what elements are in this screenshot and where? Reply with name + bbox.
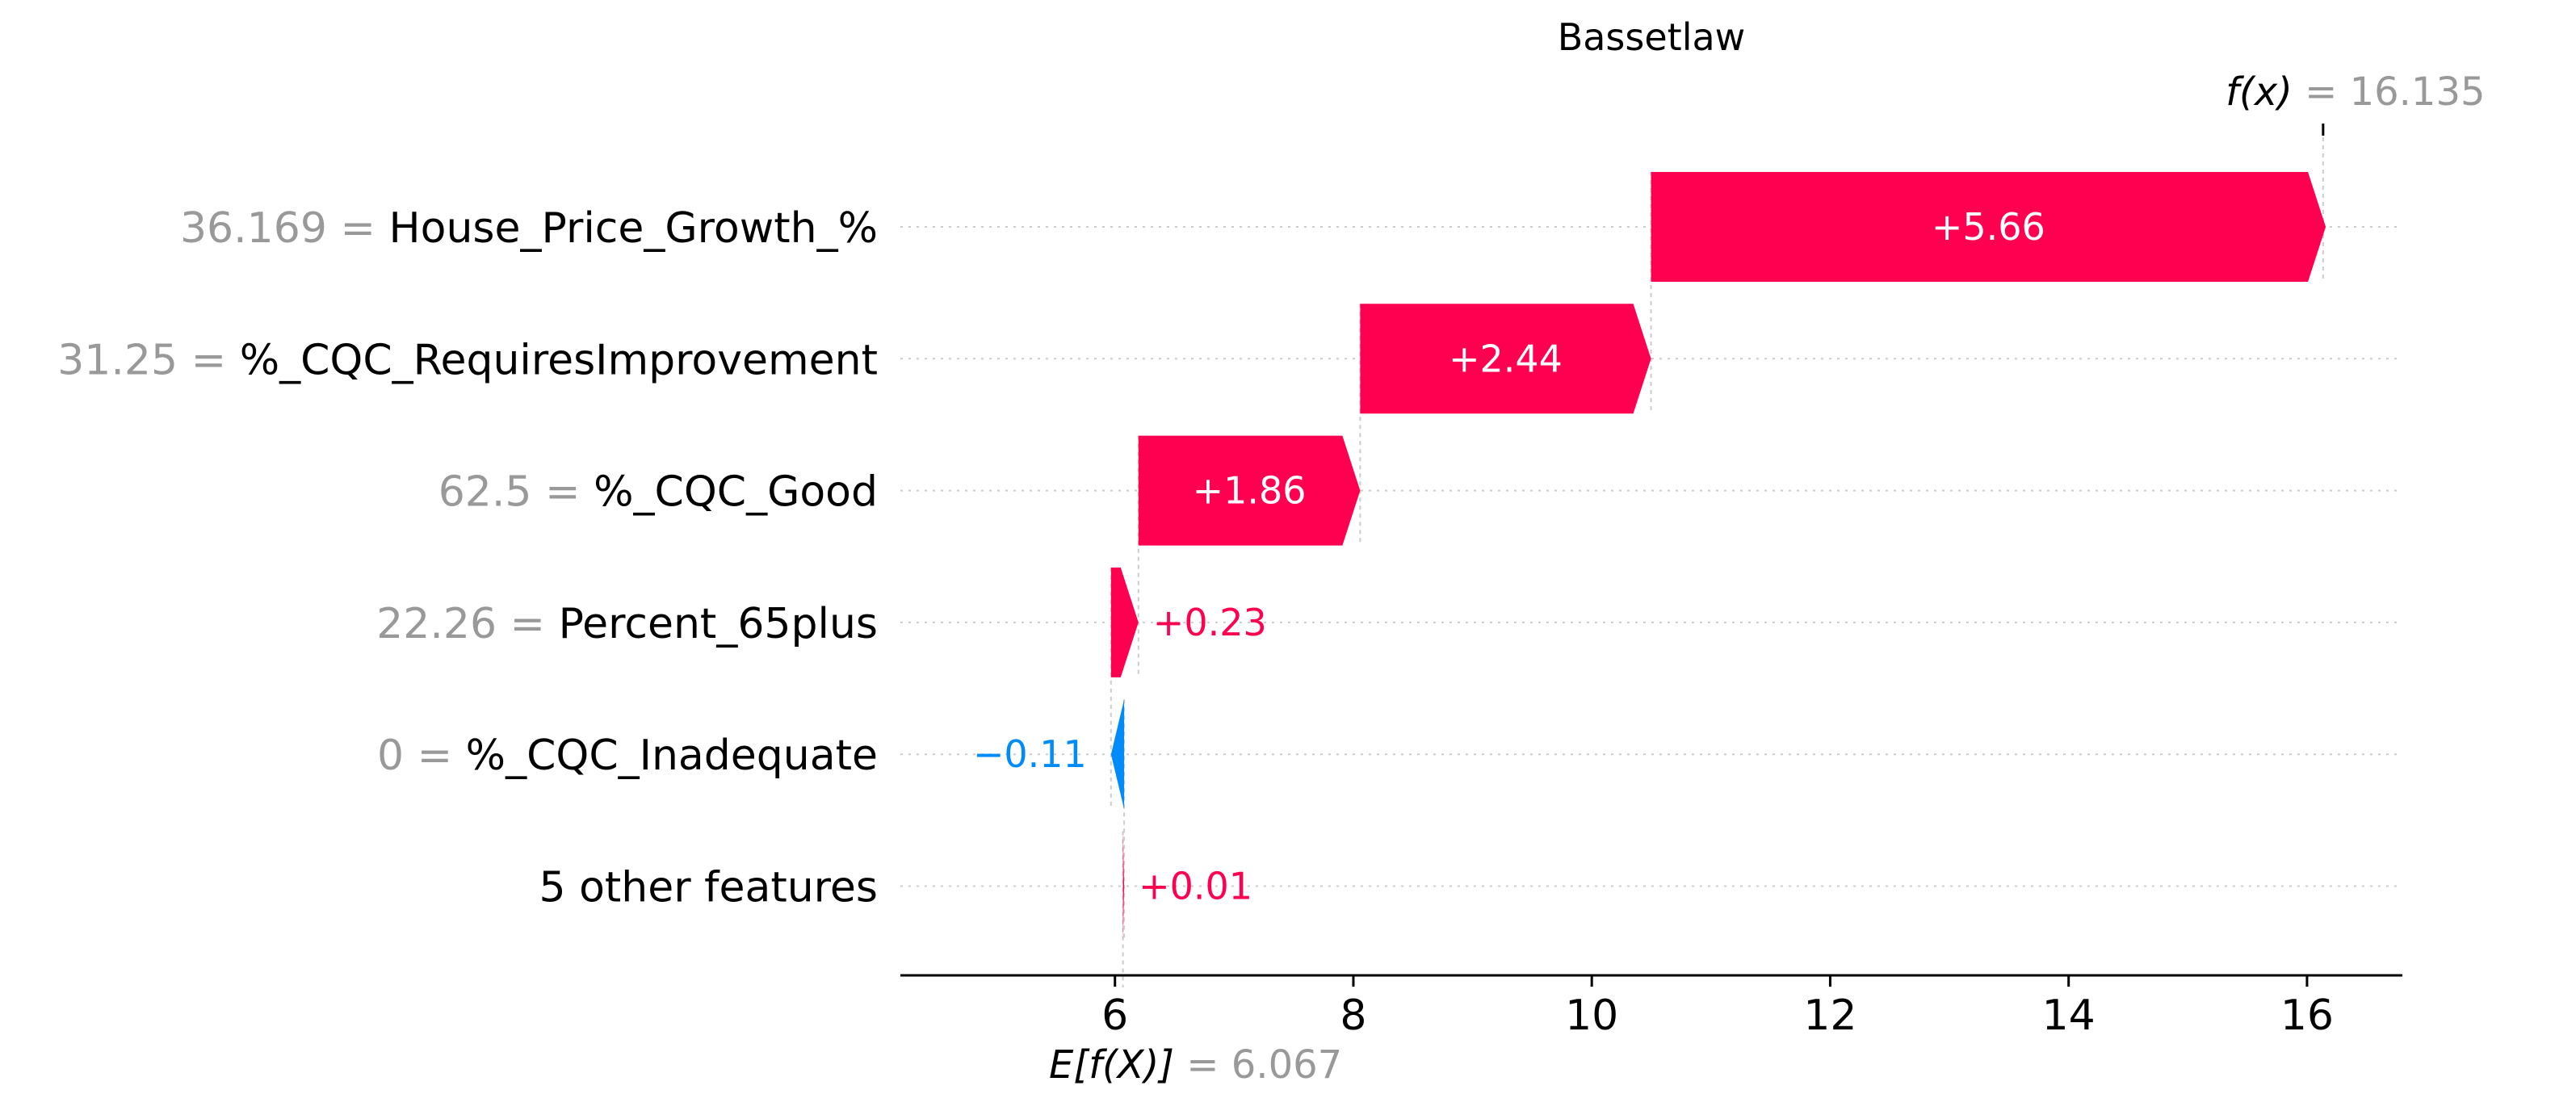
feature-label: 5 other features <box>539 864 878 912</box>
feature-value: 62.5 = <box>438 468 594 517</box>
output-value-label: f(x) = 16.135 <box>2226 69 2485 115</box>
contribution-bar <box>1138 435 1361 546</box>
x-tick-label: 12 <box>1803 992 1856 1040</box>
output-value-number: = 16.135 <box>2293 69 2486 115</box>
contribution-label: +1.86 <box>1193 469 1307 513</box>
feature-value: 22.26 = <box>376 600 559 648</box>
feature-label: 36.169 = House_Price_Growth_% <box>180 204 878 253</box>
feature-name: House_Price_Growth_% <box>389 204 878 253</box>
x-tick-label: 10 <box>1565 992 1618 1040</box>
contribution-label: +5.66 <box>1932 205 2045 249</box>
contribution-label: +2.44 <box>1449 337 1563 380</box>
feature-label: 31.25 = %_CQC_RequiresImprovement <box>57 336 878 384</box>
contribution-bar <box>1110 567 1139 677</box>
feature-name: %_CQC_RequiresImprovement <box>240 336 878 384</box>
base-value-number: = 6.067 <box>1174 1042 1342 1088</box>
feature-value: 0 = <box>377 732 466 780</box>
feature-label: 0 = %_CQC_Inadequate <box>377 732 878 780</box>
feature-name: 5 other features <box>539 864 878 912</box>
x-axis: 6 8 10 12 14 16 <box>900 974 2402 1040</box>
feature-name: Percent_65plus <box>559 600 878 648</box>
output-value-name: f(x) <box>2226 69 2293 115</box>
feature-value: 36.169 = <box>180 204 389 253</box>
x-tick-label: 16 <box>2280 992 2334 1040</box>
feature-name: %_CQC_Good <box>594 468 878 517</box>
contribution-bar <box>1651 172 2326 282</box>
contribution-bar <box>1122 831 1125 941</box>
feature-name: %_CQC_Inadequate <box>466 732 878 780</box>
x-tick-label: 14 <box>2042 992 2096 1040</box>
contribution-bar <box>1110 699 1125 810</box>
feature-labels: +5.66 36.169 = House_Price_Growth_% +2.44 3… <box>57 204 2045 912</box>
base-value-name: E[f(X)] <box>1049 1042 1174 1088</box>
contribution-bar <box>1360 304 1651 414</box>
feature-label: 22.26 = Percent_65plus <box>376 600 878 648</box>
contribution-label: +0.01 <box>1139 865 1252 908</box>
feature-label: 62.5 = %_CQC_Good <box>438 468 878 517</box>
contribution-bars <box>1110 172 2326 941</box>
feature-value: 31.25 = <box>57 336 240 384</box>
contribution-label: +0.23 <box>1153 601 1267 644</box>
x-tick-label: 8 <box>1340 992 1366 1040</box>
chart-title: Bassetlaw <box>1558 15 1746 59</box>
x-tick-label: 6 <box>1101 992 1128 1040</box>
contribution-label: −0.11 <box>973 732 1087 776</box>
value-markers: E[f(X)] = 6.067 f(x) = 16.135 <box>1049 69 2486 1088</box>
base-value-label: E[f(X)] = 6.067 <box>1049 1042 1342 1088</box>
